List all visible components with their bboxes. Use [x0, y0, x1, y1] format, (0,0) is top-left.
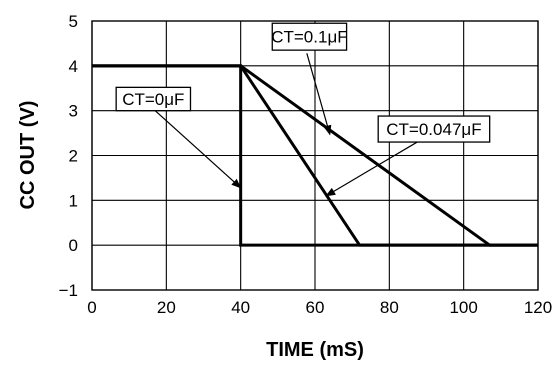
- y-tick-label: −1: [59, 281, 78, 300]
- x-tick-label: 120: [524, 298, 552, 317]
- grid: [91, 20, 539, 291]
- annotation-box: [377, 115, 491, 143]
- annotation-label: CT=0.047μF: [386, 120, 481, 139]
- plot-frame: [91, 20, 539, 291]
- x-tick-label: 0: [87, 298, 96, 317]
- annotation-label: CT=0μF: [122, 90, 184, 109]
- y-tick-label: 4: [69, 57, 78, 76]
- annotation-arrow: [325, 141, 418, 197]
- y-tick-label: 1: [69, 191, 78, 210]
- x-tick-label: 100: [449, 298, 477, 317]
- annotation-label: CT=0.1μF: [271, 28, 347, 47]
- annotation-box: [115, 86, 192, 112]
- x-axis-title: TIME (mS): [266, 339, 364, 361]
- series-group: [92, 64, 538, 247]
- x-tick-label: 80: [380, 298, 399, 317]
- tick-labels: 0 20 40 60 80 100 120 −1 0 1 2 3 4 5: [59, 12, 553, 317]
- y-tick-label: 0: [69, 236, 78, 255]
- y-tick-label: 5: [69, 12, 78, 31]
- y-tick-label: 2: [69, 147, 78, 166]
- y-axis-title: CC OUT (V): [17, 101, 39, 210]
- annotation-arrow: [154, 110, 242, 189]
- x-tick-label: 60: [306, 298, 325, 317]
- annotation-box: [271, 22, 348, 51]
- x-tick-label: 20: [157, 298, 176, 317]
- y-tick-label: 3: [69, 102, 78, 121]
- x-tick-label: 40: [231, 298, 250, 317]
- series-line-3: [92, 64, 538, 247]
- annotation-arrow: [306, 53, 332, 136]
- annotations: CT=0.1μF CT=0μF CT=0.047μF: [115, 22, 491, 197]
